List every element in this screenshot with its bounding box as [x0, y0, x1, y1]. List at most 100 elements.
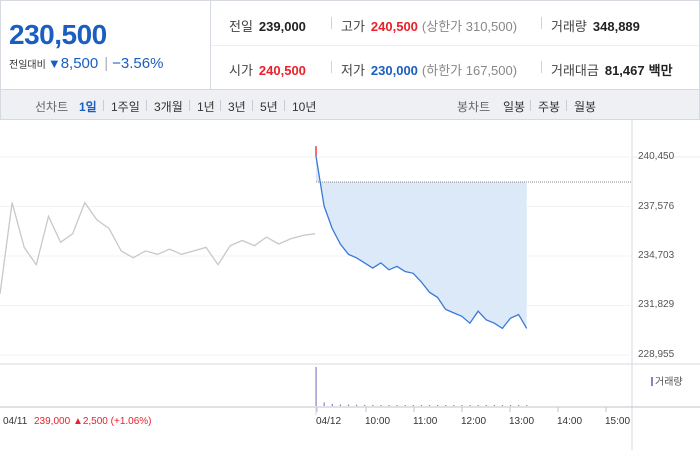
prev-day-series-line — [0, 201, 316, 294]
stats-grid: 전일 239,000 고가 240,500 (상한가 310,500) 거래량 348,… — [211, 1, 699, 89]
prev-day-change-pct: (+1.06%) — [110, 416, 152, 427]
x-tick-label: 14:00 — [557, 416, 583, 427]
tab-1w[interactable]: 1주일 — [111, 100, 140, 114]
volume-bar — [404, 405, 406, 406]
stat-label: 거래대금 — [551, 63, 599, 78]
stat-amount: 거래대금 81,467 백만 — [551, 60, 673, 79]
tab-3m[interactable]: 3개월 — [154, 100, 183, 114]
y-tick-label: 234,703 — [638, 249, 675, 261]
stat-value: 81,467 — [604, 63, 645, 78]
volume-bar — [412, 405, 414, 406]
volume-bar — [356, 404, 358, 406]
stat-low: 저가 230,000 (하한가 167,500) — [341, 60, 517, 79]
tab-weekly-candle[interactable]: 주봉 — [538, 100, 561, 114]
up-arrow-icon: ▲ — [72, 416, 83, 427]
stat-value: 348,889 — [592, 19, 640, 34]
volume-legend: 거래량 — [651, 373, 683, 388]
price-change-row: 전일대비 ▼8,500 | −3.56% — [9, 55, 163, 72]
tab-monthly-candle[interactable]: 월봉 — [574, 100, 597, 114]
volume-bar — [388, 405, 390, 406]
stat-prev-close: 전일 239,000 — [229, 16, 306, 35]
stat-label: 저가 — [341, 63, 365, 78]
upper-limit: (상한가 310,500) — [421, 19, 518, 34]
volume-bar — [477, 405, 479, 406]
chart-canvas — [0, 120, 700, 450]
divider — [530, 100, 531, 111]
chart-tab-bar: 선차트 1일 1주일 3개월 1년 3년 5년 10년 봉차트 일봉 주봉 월봉 — [0, 90, 700, 120]
stat-label: 전일 — [229, 19, 253, 34]
prev-day-close: 239,000 — [34, 416, 71, 427]
y-tick-label: 228,955 — [638, 349, 675, 360]
tab-1y[interactable]: 1년 — [197, 100, 215, 114]
price-box: 230,500 전일대비 ▼8,500 | −3.56% — [1, 1, 211, 89]
volume-bar — [493, 405, 495, 406]
volume-bar — [420, 405, 423, 406]
row-divider — [211, 45, 699, 46]
change-label: 전일대비 — [9, 60, 46, 71]
x-tick-label: 04/11 — [3, 416, 28, 427]
volume-bar — [323, 402, 325, 406]
stat-label: 시가 — [229, 63, 253, 78]
divider — [252, 100, 253, 111]
candle-chart-title: 봉차트 — [457, 100, 491, 114]
stat-volume: 거래량 348,889 — [551, 16, 640, 35]
divider — [146, 100, 147, 111]
change-value: 8,500 — [60, 55, 99, 72]
x-tick-label: 04/12 — [316, 416, 342, 427]
volume-bar — [445, 405, 447, 406]
volume-bar — [453, 405, 455, 406]
volume-bar — [339, 404, 342, 406]
volume-bar — [526, 405, 528, 406]
volume-bar — [509, 405, 512, 406]
down-arrow-icon: ▼ — [47, 56, 61, 71]
volume-bar — [347, 404, 350, 406]
stock-summary: 230,500 전일대비 ▼8,500 | −3.56% 전일 239,000 고가 24… — [0, 0, 700, 90]
divider — [284, 100, 285, 111]
stat-value: 240,500 — [370, 19, 418, 34]
volume-bar — [315, 367, 317, 406]
y-tick-label: 240,450 — [638, 151, 675, 162]
divider — [331, 17, 332, 29]
stat-high: 고가 240,500 (상한가 310,500) — [341, 16, 517, 35]
prev-day-info: 239,000 ▲2,500 (+1.06%) — [34, 416, 152, 427]
volume-bar — [461, 405, 463, 406]
stat-value: 240,500 — [258, 63, 306, 78]
tab-daily-candle[interactable]: 일봉 — [503, 100, 526, 114]
volume-bar — [469, 405, 471, 406]
volume-bar — [428, 405, 431, 406]
today-area-fill — [316, 156, 527, 329]
volume-legend-label: 거래량 — [655, 377, 683, 388]
volume-bar — [372, 404, 374, 406]
divider — [189, 100, 190, 111]
stat-label: 고가 — [341, 19, 365, 34]
x-tick-label: 12:00 — [461, 416, 487, 427]
tab-1d[interactable]: 1일 — [79, 100, 97, 114]
lower-limit: (하한가 167,500) — [421, 63, 518, 78]
divider — [103, 100, 104, 111]
line-chart-title: 선차트 — [35, 100, 69, 114]
x-tick-label: 10:00 — [365, 416, 391, 427]
volume-bar — [485, 405, 487, 406]
intraday-chart: 240,450 237,576 234,703 231,829 228,955 04/1… — [0, 120, 700, 450]
divider — [220, 100, 221, 111]
divider — [541, 17, 542, 29]
x-tick-label: 11:00 — [413, 416, 438, 427]
tab-10y[interactable]: 10년 — [292, 100, 317, 114]
divider — [541, 61, 542, 73]
volume-bar — [437, 405, 439, 406]
y-tick-label: 231,829 — [638, 299, 675, 311]
x-tick-label: 13:00 — [509, 416, 535, 427]
volume-bar — [364, 404, 366, 406]
current-price: 230,500 — [9, 19, 107, 50]
volume-bar — [331, 403, 333, 406]
volume-bar — [380, 405, 382, 406]
tab-3y[interactable]: 3년 — [228, 100, 246, 114]
volume-bar — [501, 405, 504, 406]
divider — [566, 100, 567, 111]
stat-value: 230,000 — [370, 63, 418, 78]
tab-5y[interactable]: 5년 — [260, 100, 278, 114]
volume-legend-marker — [651, 377, 653, 386]
stat-label: 거래량 — [551, 19, 587, 34]
divider — [331, 61, 332, 73]
stat-value: 239,000 — [258, 19, 306, 34]
